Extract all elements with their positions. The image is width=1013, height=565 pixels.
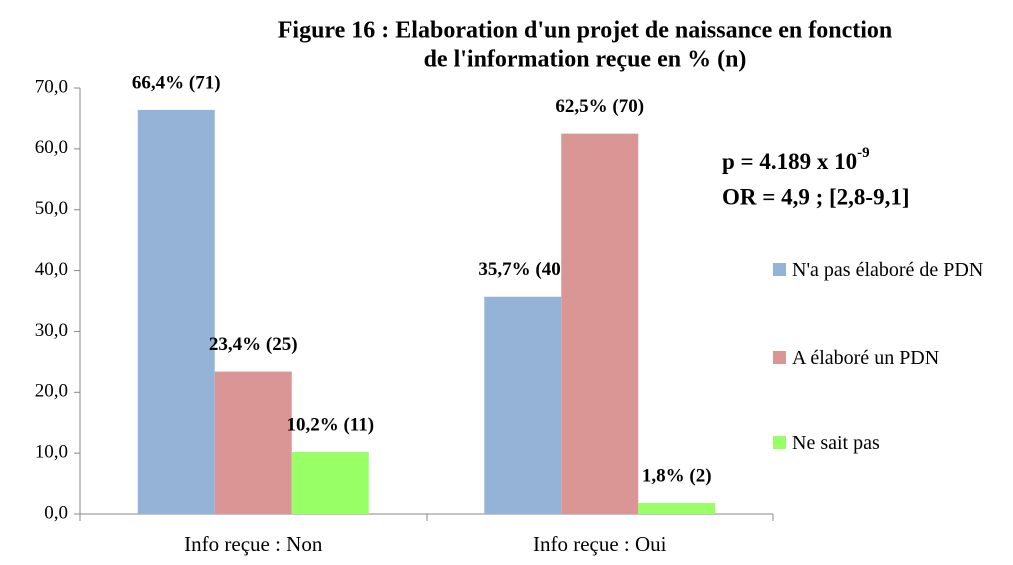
y-tick-label: 50,0 (35, 198, 68, 219)
legend-label: A élaboré un PDN (792, 347, 940, 369)
y-tick-label: 30,0 (35, 320, 68, 341)
legend-swatch (773, 351, 786, 364)
x-tick-label: Info reçue : Non (184, 532, 323, 556)
bar (561, 133, 639, 514)
x-tick-label: Info reçue : Oui (533, 532, 667, 556)
y-tick-label: 40,0 (35, 259, 68, 280)
bar (291, 451, 369, 514)
bar (214, 371, 292, 514)
data-label: 66,4% (71) (132, 72, 221, 93)
annotation: OR = 4,9 ; [2,8-9,1] (722, 184, 910, 209)
data-label: 62,5% (70) (555, 96, 644, 117)
annotation-superscript: -9 (857, 145, 870, 161)
data-label: 10,2% (11) (286, 414, 374, 435)
chart-title: de l'information reçue en % (n) (424, 47, 747, 73)
bar (484, 296, 562, 514)
data-label: 35,7% (40) (478, 259, 567, 280)
data-label: 1,8% (2) (642, 465, 712, 486)
legend-item: N'a pas élaboré de PDN (773, 258, 1008, 282)
y-tick-label: 20,0 (35, 381, 68, 402)
bar (638, 503, 716, 514)
annotation: p = 4.189 x 10-9 (722, 145, 870, 174)
y-tick-label: 70,0 (35, 76, 68, 97)
bar (137, 109, 215, 514)
y-tick-label: 10,0 (35, 442, 68, 463)
legend-item: Ne sait pas (773, 431, 1008, 455)
data-label: 23,4% (25) (209, 334, 298, 355)
legend-swatch (773, 436, 786, 449)
chart-title: Figure 16 : Elaboration d'un projet de n… (278, 18, 892, 44)
annotation-text: p = 4.189 x 10 (722, 149, 857, 174)
legend-swatch (773, 263, 786, 276)
legend-label: Ne sait pas (792, 432, 880, 454)
legend-item: A élaboré un PDN (773, 346, 1008, 370)
legend-label: N'a pas élaboré de PDN (792, 259, 984, 281)
y-tick-label: 0,0 (44, 502, 68, 523)
y-tick-label: 60,0 (35, 137, 68, 158)
